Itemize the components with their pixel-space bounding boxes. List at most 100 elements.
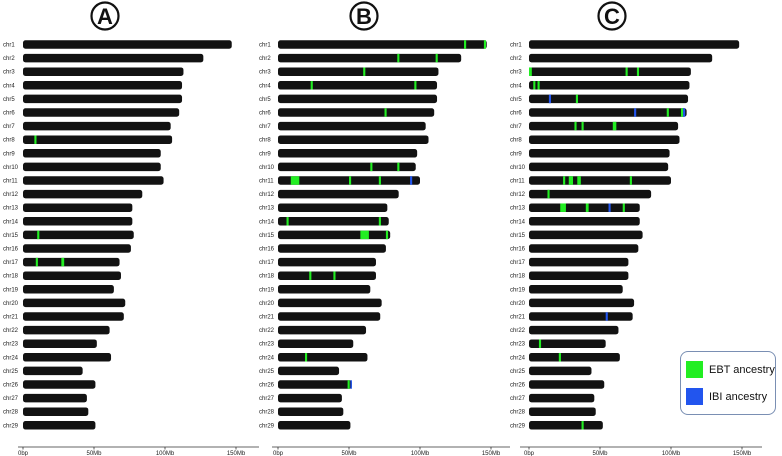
- chromosome-label: chr3: [259, 70, 271, 76]
- chromosome-bar: [23, 312, 124, 321]
- chromosome-bar: [529, 393, 595, 403]
- chromosome-label: chr8: [3, 138, 15, 144]
- chromosome-bar: [529, 108, 687, 117]
- chromosome-bar: [529, 244, 639, 253]
- chromosome-bar: [278, 121, 426, 131]
- chromosome-label: chr13: [259, 206, 275, 212]
- chromosome-bar: [529, 312, 633, 321]
- chromosome-label: chr16: [3, 247, 19, 253]
- ebt-segment: [622, 203, 625, 212]
- ibi-segment: [605, 312, 608, 321]
- ibi-segment: [548, 94, 552, 104]
- ebt-segment: [585, 203, 589, 212]
- ebt-segment: [385, 230, 389, 240]
- chromosome-bar: [23, 121, 171, 131]
- chromosome-bar: [278, 67, 439, 76]
- panel-letter-circle: [349, 1, 379, 31]
- chromosome-label: chr22: [3, 328, 19, 334]
- x-axis-tick-label: 100Mb: [662, 451, 681, 456]
- chromosome-label: chr17: [510, 260, 526, 266]
- chromosome-label: chr5: [259, 97, 271, 103]
- ebt-segment: [558, 353, 561, 362]
- legend-label-ebt: EBT ancestry: [709, 363, 775, 376]
- chromosome-label: chr2: [259, 56, 271, 62]
- chromosome-label: chr29: [3, 423, 19, 429]
- ebt-segment: [384, 108, 387, 117]
- chromosome-bar: [529, 407, 596, 416]
- ebt-segment: [537, 81, 540, 90]
- chromosome-label: chr18: [259, 274, 275, 280]
- chromosome-bar: [529, 203, 640, 212]
- chromosome-label: chr20: [510, 301, 526, 307]
- panel-letter: A: [97, 4, 113, 29]
- chromosome-label: chr22: [259, 328, 275, 334]
- ebt-segment: [563, 176, 566, 185]
- ebt-segment: [538, 339, 542, 348]
- chromosome-bar: [23, 217, 133, 226]
- ebt-segment: [680, 108, 684, 117]
- chromosome-label: chr11: [510, 179, 525, 185]
- chromosome-label: chr22: [510, 328, 526, 334]
- chromosome-bar: [23, 325, 110, 335]
- chromosome-label: chr4: [3, 83, 15, 89]
- chromosome-bar: [529, 40, 740, 49]
- ebt-segment: [577, 176, 581, 185]
- chromosome-label: chr26: [510, 383, 526, 389]
- chromosome-bar: [23, 94, 183, 104]
- chromosome-label: chr15: [3, 233, 19, 239]
- chromosome-label: chr18: [3, 274, 19, 280]
- chromosome-bar: [529, 176, 671, 185]
- chromosome-bar: [23, 298, 126, 308]
- x-axis-tick-label: 0bp: [524, 451, 535, 456]
- chromosome-bar: [529, 53, 713, 63]
- chromosome-bar: [529, 380, 605, 389]
- ebt-segment: [310, 81, 313, 90]
- chromosome-label: chr3: [510, 70, 522, 76]
- chromosome-label: chr2: [3, 56, 15, 62]
- chromosome-label: chr9: [510, 151, 522, 157]
- panel-letter: C: [604, 4, 620, 29]
- chromosome-bar: [278, 366, 340, 376]
- chromosome-label: chr16: [259, 247, 275, 253]
- ebt-segment: [333, 271, 336, 280]
- chromosome-label: chr15: [259, 233, 275, 239]
- chromosome-bar: [23, 176, 164, 185]
- ebt-segment: [37, 230, 40, 240]
- legend-item-ibi: IBI ancestry: [686, 388, 767, 405]
- chromosome-label: chr21: [259, 315, 275, 321]
- x-axis-tick-label: 0bp: [18, 451, 29, 456]
- ebt-segment: [309, 271, 312, 280]
- chromosome-label: chr8: [510, 138, 522, 144]
- chromosome-label: chr9: [3, 151, 15, 157]
- chromosome-label: chr24: [510, 355, 526, 361]
- chromosome-label: chr25: [3, 369, 19, 375]
- chromosome-bar: [23, 257, 120, 267]
- chromosome-label: chr2: [510, 56, 522, 62]
- chromosome-bar: [278, 407, 344, 416]
- ebt-segment: [286, 217, 289, 226]
- chromosome-bar: [529, 298, 635, 308]
- ebt-segment: [636, 67, 640, 76]
- chromosome-label: chr6: [510, 111, 522, 117]
- chromosome-bar: [278, 380, 352, 389]
- chromosome-label: chr13: [3, 206, 19, 212]
- panel-letter-circle: [90, 1, 120, 31]
- ebt-swatch: [686, 361, 703, 378]
- chromosome-label: chr20: [3, 301, 19, 307]
- ebt-segment: [625, 67, 628, 76]
- chromosome-bar: [529, 149, 670, 158]
- chromosome-bar: [23, 135, 173, 144]
- ibi-segment: [608, 203, 611, 212]
- ebt-segment: [483, 40, 487, 49]
- ibi-segment: [634, 108, 637, 117]
- chromosome-bar: [529, 121, 679, 131]
- chromosome-label: chr23: [259, 342, 275, 348]
- ebt-segment: [360, 230, 369, 240]
- chromosome-label: chr14: [510, 219, 526, 225]
- ebt-segment: [370, 162, 373, 172]
- chromosome-bar: [278, 53, 462, 63]
- chromosome-bar: [23, 244, 131, 253]
- chromosome-bar: [278, 135, 429, 144]
- chromosome-bar: [278, 40, 487, 49]
